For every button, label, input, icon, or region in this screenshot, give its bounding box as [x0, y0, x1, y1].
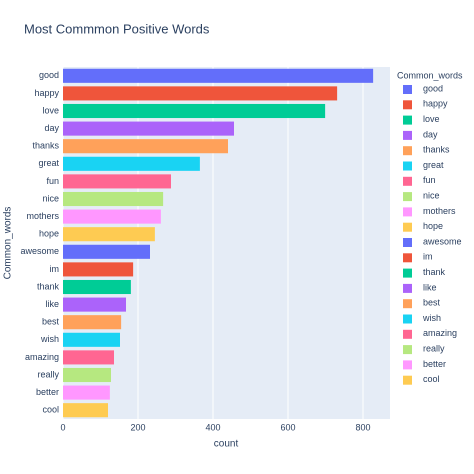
legend-title: Common_words	[397, 70, 463, 80]
legend-label[interactable]: good	[423, 83, 443, 93]
x-axis-title: count	[214, 439, 239, 450]
y-tick-label: awesome	[20, 246, 59, 256]
legend-swatch[interactable]	[403, 161, 412, 171]
chart-title: Most Commmon Positive Words	[24, 21, 210, 36]
legend-label[interactable]: im	[423, 252, 433, 262]
bar	[63, 385, 110, 400]
y-tick-label: mothers	[26, 211, 59, 221]
y-tick-label: like	[45, 299, 59, 309]
bar	[63, 315, 122, 330]
legend-label[interactable]: mothers	[423, 206, 456, 216]
legend-label[interactable]: awesome	[423, 236, 462, 246]
y-tick-label: good	[39, 70, 59, 80]
legend-swatch[interactable]	[403, 85, 412, 94]
legend-label[interactable]: hope	[423, 221, 443, 231]
y-tick-label: fun	[46, 176, 59, 186]
bar	[63, 209, 161, 224]
y-tick-label: better	[36, 387, 59, 397]
y-tick-label: amazing	[25, 352, 59, 362]
legend-label[interactable]: better	[423, 359, 446, 369]
legend-swatch[interactable]	[403, 115, 412, 125]
x-tick-label: 400	[205, 422, 220, 432]
legend-label[interactable]: amazing	[423, 328, 457, 338]
y-tick-label: thank	[37, 281, 60, 291]
y-tick-label: im	[50, 264, 60, 274]
legend-swatch[interactable]	[403, 375, 412, 385]
bar	[63, 121, 234, 136]
legend-swatch[interactable]	[403, 100, 412, 110]
legend-swatch[interactable]	[403, 360, 412, 370]
bar	[63, 332, 120, 347]
y-tick-label: happy	[34, 88, 59, 98]
legend-swatch[interactable]	[403, 176, 412, 186]
bar	[63, 174, 171, 189]
legend-label[interactable]: cool	[423, 374, 440, 384]
y-tick-label: really	[37, 369, 59, 379]
legend-swatch[interactable]	[403, 207, 412, 217]
y-tick-label: wish	[40, 334, 59, 344]
legend-label[interactable]: love	[423, 114, 440, 124]
x-tick-label: 0	[60, 422, 65, 432]
legend-label[interactable]: thanks	[423, 145, 450, 155]
bar	[63, 191, 164, 207]
y-tick-label: day	[44, 123, 59, 133]
y-axis-title: Common_words	[3, 207, 14, 280]
legend-swatch[interactable]	[403, 238, 412, 247]
legend-label[interactable]: happy	[423, 99, 448, 109]
legend-swatch[interactable]	[403, 314, 412, 324]
legend-label[interactable]: like	[423, 282, 437, 292]
legend-label[interactable]: great	[423, 160, 444, 170]
plot-background	[63, 67, 390, 419]
legend-swatch[interactable]	[403, 192, 412, 202]
legend-swatch[interactable]	[403, 268, 412, 278]
legend-swatch[interactable]	[403, 299, 412, 309]
legend-label[interactable]: wish	[422, 313, 441, 323]
bar	[63, 350, 114, 365]
y-tick-label: best	[42, 317, 60, 327]
bar	[63, 262, 134, 277]
legend-swatch[interactable]	[403, 130, 412, 140]
bar	[63, 279, 131, 295]
legend-label[interactable]: really	[423, 343, 445, 353]
legend-swatch[interactable]	[403, 222, 412, 232]
legend-swatch[interactable]	[403, 146, 412, 156]
y-tick-label: hope	[39, 229, 59, 239]
x-tick-label: 800	[355, 422, 370, 432]
legend-label[interactable]: nice	[423, 190, 440, 200]
bar	[63, 68, 374, 83]
legend-label[interactable]: best	[423, 298, 441, 308]
bar	[63, 403, 108, 418]
bar	[63, 139, 228, 154]
legend-label[interactable]: thank	[423, 267, 446, 277]
legend-label[interactable]: fun	[423, 175, 436, 185]
legend-swatch[interactable]	[403, 283, 412, 293]
bar	[63, 156, 200, 171]
y-tick-label: thanks	[32, 141, 59, 151]
legend-label[interactable]: day	[423, 129, 438, 139]
bar	[63, 297, 126, 312]
bar	[63, 227, 155, 242]
bar	[63, 244, 150, 259]
y-tick-label: nice	[42, 193, 59, 203]
bar	[63, 103, 326, 119]
bar	[63, 367, 111, 383]
legend-swatch[interactable]	[403, 345, 412, 355]
bar	[63, 86, 338, 101]
legend-swatch[interactable]	[403, 329, 412, 339]
x-tick-label: 600	[280, 422, 295, 432]
legend-swatch[interactable]	[403, 253, 412, 263]
y-tick-label: love	[42, 105, 59, 115]
x-tick-label: 200	[130, 422, 145, 432]
y-tick-label: cool	[42, 405, 59, 415]
y-tick-label: great	[38, 158, 59, 168]
